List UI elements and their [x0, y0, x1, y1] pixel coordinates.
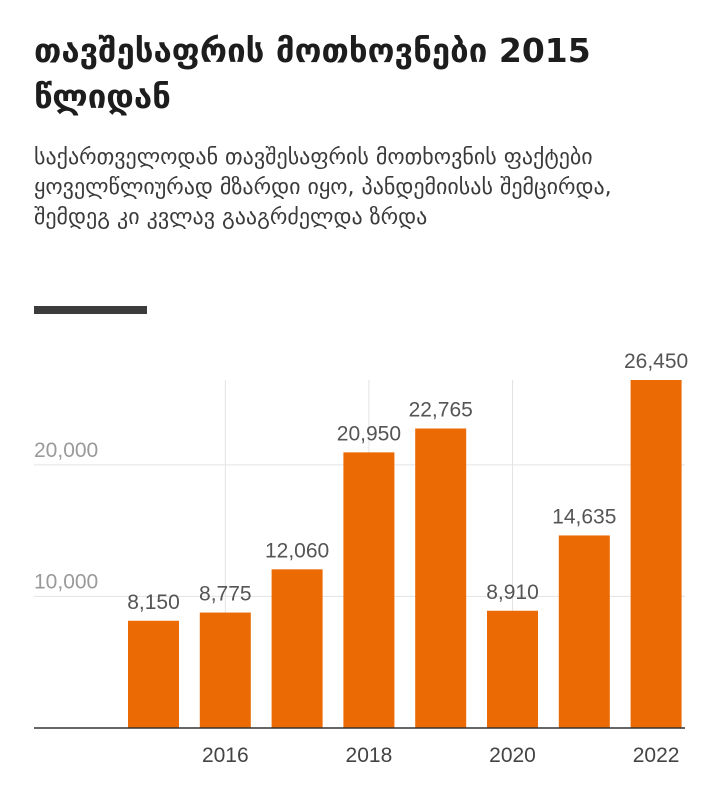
bar-2019	[415, 428, 467, 728]
data-label-2016: 8,775	[199, 583, 252, 606]
bar-2020	[487, 610, 538, 728]
data-label-2017: 12,060	[265, 539, 329, 562]
accent-rule	[34, 306, 147, 314]
bar-2015	[128, 620, 179, 728]
data-label-2020: 8,910	[486, 581, 539, 604]
y-tick-label: 20,000	[34, 439, 98, 462]
x-tick-label: 2022	[633, 744, 680, 767]
bar-2018	[343, 452, 395, 728]
x-tick-label: 2016	[202, 744, 249, 767]
x-tick-label: 2020	[489, 744, 536, 767]
bar-2016	[199, 612, 251, 728]
bar-2022	[630, 380, 682, 728]
chart-title: თავშესაფრის მოთხოვნები 2015 წლიდან	[34, 31, 591, 116]
data-label-2015: 8,150	[127, 591, 180, 614]
data-label-2022: 26,450	[624, 350, 688, 373]
bar-2017	[271, 569, 323, 728]
x-tick-label: 2018	[346, 744, 393, 767]
y-tick-label: 10,000	[34, 570, 98, 593]
data-label-2018: 20,950	[337, 422, 401, 445]
data-label-2021: 14,635	[552, 505, 616, 528]
bar-2021	[558, 535, 610, 728]
data-label-2019: 22,765	[409, 398, 473, 421]
chart-subtitle: საქართველოდან თავშესაფრის მოთხოვნის ფაქტ…	[34, 145, 612, 230]
